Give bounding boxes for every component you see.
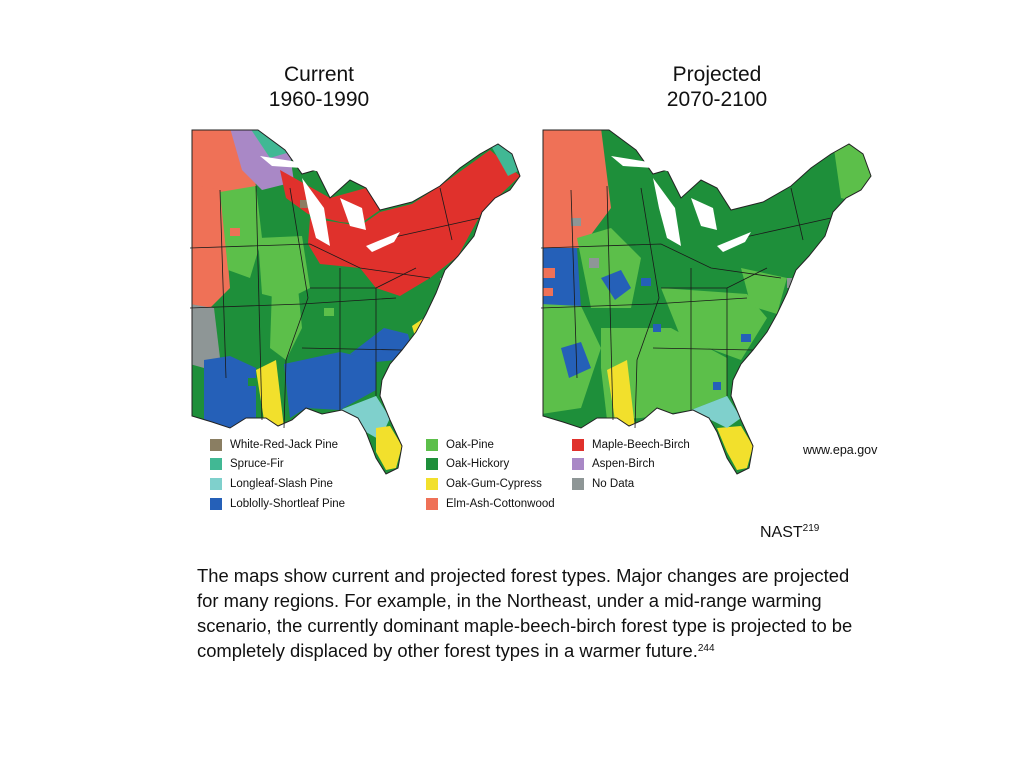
current-forest-map [190, 128, 530, 484]
current-lake-michigan [302, 178, 330, 246]
legend-item: Elm-Ash-Cottonwood [426, 497, 555, 511]
legend-label: Oak-Pine [446, 439, 494, 451]
legend-item: Spruce-Fir [210, 457, 284, 471]
caption: The maps show current and projected fore… [197, 563, 857, 663]
legend-label: No Data [592, 478, 635, 490]
projected-state-borders [541, 185, 832, 429]
projected-lake-huron [691, 198, 717, 230]
current-map-title: Current 1960-1990 [219, 62, 419, 112]
current-forest-map-graphic [190, 129, 521, 475]
projected-lake-michigan [653, 178, 681, 246]
projected-forest-map [541, 128, 881, 484]
legend-label: Oak-Hickory [446, 458, 510, 470]
legend-label: White-Red-Jack Pine [230, 439, 339, 451]
current-map-outline [191, 129, 521, 475]
legend-swatch [572, 439, 584, 451]
legend-swatch [426, 439, 438, 451]
caption-ref: 244 [697, 643, 715, 654]
projected-map-title-line2: 2070-2100 [666, 88, 768, 111]
legend-label: Aspen-Birch [592, 458, 655, 470]
legend-label: Oak-Gum-Cypress [446, 478, 542, 490]
citation-text: NAST [760, 524, 803, 541]
current-state-borders [190, 185, 481, 429]
legend-swatch [210, 498, 222, 510]
current-map-title-line1: Current [283, 63, 355, 86]
legend-item: Longleaf-Slash Pine [210, 477, 333, 491]
legend-label: Spruce-Fir [230, 458, 284, 470]
legend-item: Loblolly-Shortleaf Pine [210, 497, 345, 511]
legend-item: Oak-Hickory [426, 457, 509, 471]
legend-swatch [572, 478, 584, 490]
source-link: www.epa.gov [803, 443, 878, 457]
legend-swatch [210, 458, 222, 470]
legend-swatch [210, 478, 222, 490]
legend-swatch [426, 458, 438, 470]
legend-label: Longleaf-Slash Pine [230, 478, 333, 490]
forest-type-legend: White-Red-Jack Pine Spruce-Fir Longleaf-… [210, 438, 730, 518]
projected-lake-erie [717, 232, 751, 252]
legend-swatch [426, 498, 438, 510]
current-map-title-line2: 1960-1990 [268, 88, 370, 111]
legend-swatch [210, 439, 222, 451]
legend-item: Maple-Beech-Birch [572, 438, 690, 452]
current-lake-erie [366, 232, 400, 252]
legend-label: Maple-Beech-Birch [592, 439, 690, 451]
legend-label: Elm-Ash-Cottonwood [446, 498, 555, 510]
current-lake-huron [340, 198, 366, 230]
legend-item: Oak-Gum-Cypress [426, 477, 542, 491]
legend-swatch [572, 458, 584, 470]
legend-item: No Data [572, 477, 634, 491]
projected-map-title-line1: Projected [672, 63, 762, 86]
projected-forest-map-graphic [541, 129, 872, 475]
legend-item: Oak-Pine [426, 438, 494, 452]
legend-item: White-Red-Jack Pine [210, 438, 338, 452]
legend-swatch [426, 478, 438, 490]
legend-label: Loblolly-Shortleaf Pine [230, 498, 346, 510]
projected-map-outline [542, 129, 872, 475]
projected-lake-superior [611, 156, 681, 174]
legend-item: Aspen-Birch [572, 457, 655, 471]
citation-ref: 219 [802, 523, 820, 534]
citation: NAST219 [760, 524, 819, 542]
current-lake-superior [260, 156, 330, 174]
projected-map-title: Projected 2070-2100 [617, 62, 817, 112]
caption-text: The maps show current and projected fore… [197, 565, 853, 661]
